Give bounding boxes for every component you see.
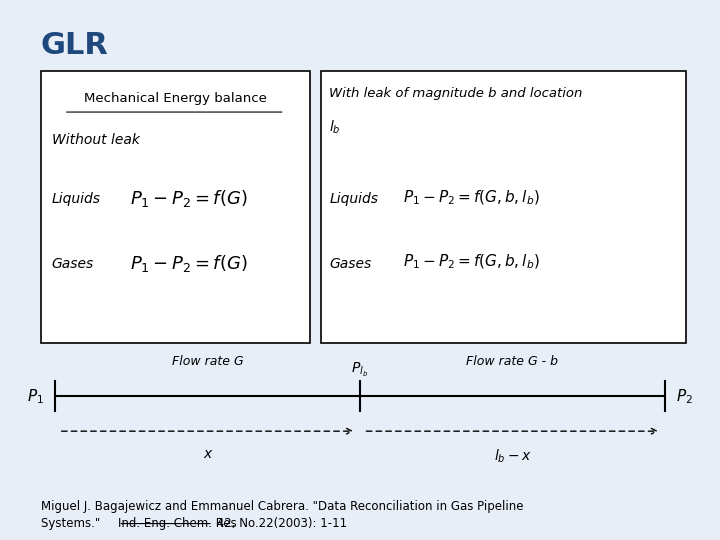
Text: $P_1 - P_2 = f(G)$: $P_1 - P_2 = f(G)$	[130, 188, 248, 210]
FancyBboxPatch shape	[320, 71, 686, 342]
Text: $l_b - x$: $l_b - x$	[493, 447, 531, 465]
Text: With leak of magnitude b and location: With leak of magnitude b and location	[329, 87, 582, 100]
Text: Flow rate G - b: Flow rate G - b	[467, 355, 559, 368]
Text: Miguel J. Bagajewicz and Emmanuel Cabrera. "Data Reconciliation in Gas Pipeline: Miguel J. Bagajewicz and Emmanuel Cabrer…	[41, 500, 523, 513]
Text: Without leak: Without leak	[52, 133, 140, 147]
FancyBboxPatch shape	[41, 71, 310, 342]
Text: Mechanical Energy balance: Mechanical Energy balance	[84, 92, 266, 105]
Text: $P_1$: $P_1$	[27, 387, 43, 406]
Text: Liquids: Liquids	[329, 192, 378, 206]
Text: $P_1 - P_2 = f(G, b, l_b)$: $P_1 - P_2 = f(G, b, l_b)$	[403, 253, 540, 271]
Text: 42, No.22(2003): 1-11: 42, No.22(2003): 1-11	[213, 517, 347, 530]
Text: Systems.": Systems."	[41, 517, 104, 530]
Text: x: x	[204, 447, 212, 461]
Text: Gases: Gases	[52, 256, 94, 271]
Text: $l_b$: $l_b$	[329, 118, 341, 136]
Text: $P_{l_b}$: $P_{l_b}$	[351, 361, 369, 379]
Text: $P_1 - P_2 = f(G, b, l_b)$: $P_1 - P_2 = f(G, b, l_b)$	[403, 188, 540, 207]
Text: Gases: Gases	[329, 256, 372, 271]
Text: $P_1 - P_2 = f(G)$: $P_1 - P_2 = f(G)$	[130, 253, 248, 274]
Text: Liquids: Liquids	[52, 192, 101, 206]
Text: GLR: GLR	[41, 31, 109, 60]
Text: $P_2$: $P_2$	[677, 387, 693, 406]
Text: Ind. Eng. Chem. Res: Ind. Eng. Chem. Res	[118, 517, 237, 530]
Text: Flow rate G: Flow rate G	[172, 355, 243, 368]
